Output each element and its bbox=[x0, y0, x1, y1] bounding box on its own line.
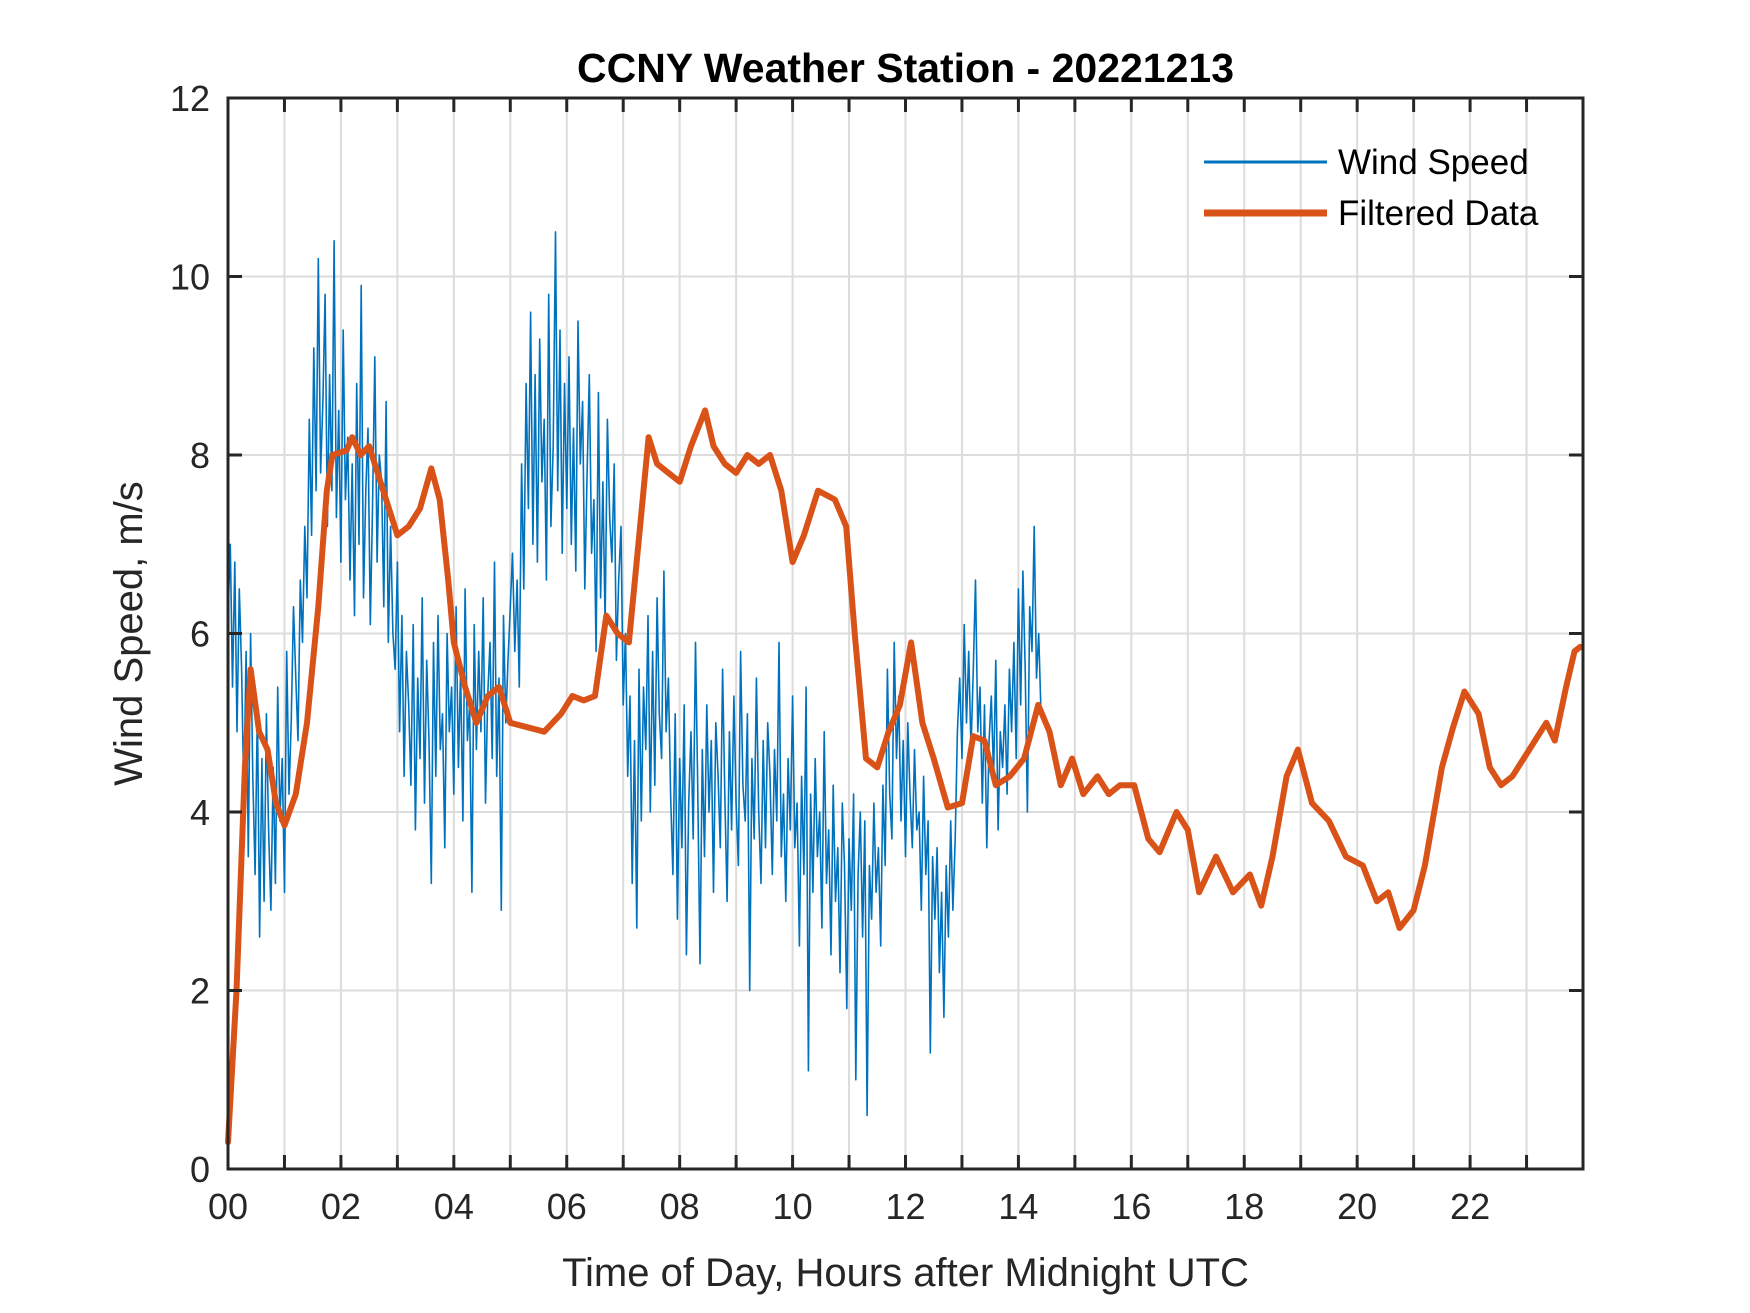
x-tick-label: 06 bbox=[547, 1186, 587, 1227]
y-tick-label: 2 bbox=[190, 971, 210, 1012]
chart-title: CCNY Weather Station - 20221213 bbox=[577, 45, 1234, 91]
y-tick-label: 12 bbox=[170, 78, 210, 119]
y-tick-label: 0 bbox=[190, 1149, 210, 1190]
x-tick-label: 00 bbox=[208, 1186, 248, 1227]
x-tick-label: 04 bbox=[434, 1186, 474, 1227]
x-tick-label: 16 bbox=[1111, 1186, 1151, 1227]
y-tick-label: 10 bbox=[170, 257, 210, 298]
legend-label-filtered-data: Filtered Data bbox=[1338, 194, 1539, 233]
x-tick-label: 14 bbox=[998, 1186, 1038, 1227]
axis-ticks bbox=[228, 96, 1583, 1171]
x-tick-label: 22 bbox=[1450, 1186, 1490, 1227]
x-tick-label: 12 bbox=[885, 1186, 925, 1227]
series-wind-speed bbox=[227, 231, 1042, 1117]
x-tick-label: 20 bbox=[1337, 1186, 1377, 1227]
legend: Wind Speed Filtered Data bbox=[1204, 143, 1539, 233]
series-layer bbox=[225, 231, 1584, 1146]
y-tick-label: 8 bbox=[190, 435, 210, 476]
y-axis-label: Wind Speed, m/s bbox=[107, 481, 151, 786]
x-axis-label: Time of Day, Hours after Midnight UTC bbox=[562, 1251, 1249, 1295]
x-tick-label: 02 bbox=[321, 1186, 361, 1227]
legend-label-wind-speed: Wind Speed bbox=[1338, 143, 1529, 182]
x-tick-label: 08 bbox=[660, 1186, 700, 1227]
series-filtered-data bbox=[225, 407, 1584, 1146]
y-tick-label: 6 bbox=[190, 614, 210, 655]
y-tick-label: 4 bbox=[190, 792, 210, 833]
x-tick-label: 10 bbox=[773, 1186, 813, 1227]
x-tick-label: 18 bbox=[1224, 1186, 1264, 1227]
